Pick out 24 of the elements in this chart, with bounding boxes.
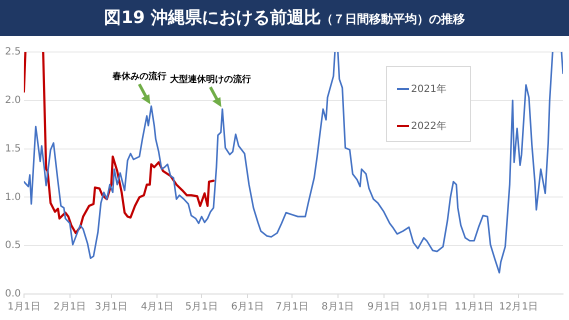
x-tick-label: 10月1日 [408, 302, 448, 313]
y-tick-label: 0.0 [4, 288, 21, 300]
y-tick-label: 1.5 [4, 143, 21, 154]
y-tick-label: 0.5 [4, 240, 21, 252]
x-tick-label: 9月1日 [367, 302, 400, 313]
annotation: 大型連休明けの流行 [170, 74, 251, 85]
legend-label: 2021年 [411, 83, 446, 96]
chart-subtitle: （７日間移動平均）の推移 [320, 12, 465, 26]
y-tick-label: 2.0 [4, 94, 21, 106]
x-tick-label: 6月1日 [231, 302, 264, 313]
y-tick-label: 2.5 [4, 46, 21, 58]
x-tick-label: 12月1日 [499, 302, 538, 313]
x-tick-label: 5月1日 [185, 302, 218, 313]
x-tick-label: 8月1日 [322, 302, 354, 313]
x-tick-label: 1月1日 [8, 302, 40, 313]
x-tick-label: 7月1日 [276, 302, 308, 313]
legend-label: 2022年 [411, 120, 446, 133]
x-tick-label: 3月1日 [94, 302, 128, 313]
x-tick-label: 11月1日 [454, 302, 494, 313]
x-tick-label: 2月1日 [53, 302, 86, 313]
x-tick-label: 4月1日 [140, 302, 174, 313]
chart-title: 図19 沖縄県における前週比 [104, 8, 321, 28]
annotation: 春休みの流行 [111, 71, 166, 82]
y-tick-label: 1.0 [4, 192, 21, 203]
